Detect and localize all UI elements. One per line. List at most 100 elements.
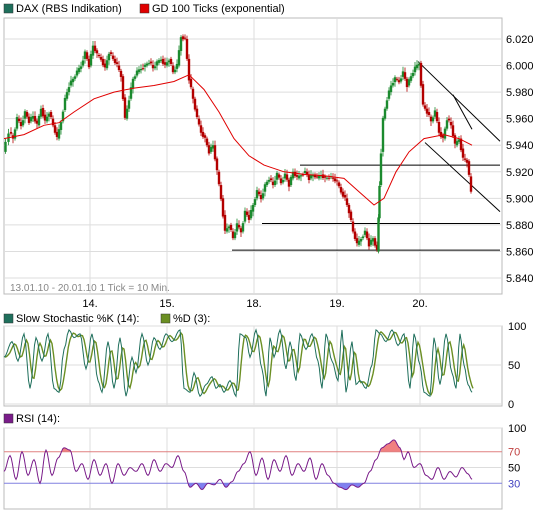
- candle-body: [109, 52, 113, 55]
- y-tick-label: 5.940: [506, 140, 534, 152]
- candle-body: [343, 195, 347, 198]
- candle-body: [121, 76, 125, 100]
- candle-body: [215, 158, 219, 171]
- rsi-overbought-fill: [61, 447, 70, 452]
- legend-swatch-rsi: [3, 413, 14, 424]
- candle-body: [333, 178, 337, 182]
- candle-body: [259, 195, 263, 200]
- candle-body: [101, 58, 105, 66]
- candle-body: [419, 62, 423, 86]
- candle-body: [169, 58, 173, 64]
- candle-body: [289, 176, 293, 186]
- candle-body: [189, 78, 193, 88]
- candle-body: [251, 204, 255, 212]
- candle-body: [235, 223, 239, 232]
- candle-body: [67, 87, 71, 93]
- candle-body: [371, 238, 375, 242]
- stoch-d-line: [4, 330, 474, 396]
- candle-body: [151, 64, 155, 69]
- candle-body: [171, 65, 175, 73]
- candle-body: [443, 128, 447, 139]
- stoch-y-ticks: 0 50 100: [508, 321, 526, 411]
- candle-body: [341, 191, 345, 197]
- candle-body: [185, 39, 189, 59]
- candle-body: [275, 172, 279, 180]
- candle-body: [357, 240, 361, 245]
- candle-body: [351, 221, 355, 232]
- candle-body: [117, 65, 121, 71]
- candle-body: [307, 175, 311, 181]
- candle-body: [291, 171, 295, 179]
- candle-body: [441, 135, 445, 138]
- candle-body: [423, 105, 427, 109]
- candle-body: [323, 176, 327, 178]
- candle-body: [45, 116, 49, 122]
- candle-body: [469, 176, 473, 192]
- candle-body: [153, 66, 157, 69]
- candle-body: [77, 68, 81, 73]
- candle-body: [63, 97, 67, 111]
- candle-body: [115, 62, 119, 64]
- candle-body: [195, 108, 199, 118]
- candle-body: [197, 118, 201, 125]
- candle-body: [283, 173, 287, 179]
- candle-body: [105, 60, 109, 69]
- candle-body: [47, 113, 51, 117]
- candle-body: [191, 88, 195, 99]
- candle-body: [233, 232, 237, 239]
- candle-body: [187, 58, 191, 81]
- candle-body: [175, 63, 179, 69]
- candle-body: [205, 138, 209, 146]
- candle-body: [467, 161, 471, 175]
- stoch-y-tick: 0: [508, 399, 514, 411]
- candle-body: [447, 118, 451, 121]
- trend-line: [452, 94, 473, 130]
- candle-body: [239, 228, 243, 233]
- candle-body: [79, 66, 83, 69]
- y-tick-label: 5.960: [506, 114, 534, 126]
- candle-body: [21, 120, 25, 126]
- candle-body: [453, 135, 457, 144]
- candle-body: [71, 78, 75, 83]
- candle-body: [173, 69, 177, 73]
- candle-body: [293, 171, 297, 176]
- candle-body: [203, 135, 207, 138]
- candle-body: [299, 175, 303, 177]
- candle-body: [181, 36, 185, 40]
- candle-body: [353, 231, 357, 239]
- candle-body: [131, 78, 135, 89]
- rsi-y-tick: 100: [508, 423, 526, 435]
- candle-body: [103, 63, 107, 68]
- candle-body: [133, 76, 137, 79]
- candle-body: [269, 178, 273, 181]
- candle-body: [247, 214, 251, 220]
- candle-body: [285, 174, 289, 180]
- x-tick-label: 18.: [246, 298, 261, 310]
- candle-body: [167, 60, 171, 63]
- candle-body: [349, 211, 353, 220]
- rsi-grid: [4, 427, 502, 509]
- y-tick-label: 5.880: [506, 220, 534, 232]
- candle-body: [229, 224, 233, 230]
- candle-body: [387, 90, 391, 99]
- candle-body: [39, 108, 43, 117]
- candle-body: [149, 61, 153, 64]
- x-tick-label: 20.: [412, 298, 427, 310]
- candle-body: [345, 198, 349, 205]
- candle-body: [373, 238, 377, 246]
- candle-body: [355, 238, 359, 244]
- main-x-ticks: 14. 15. 18. 19. 20.: [82, 298, 427, 310]
- candle-body: [317, 175, 321, 179]
- candle-body: [199, 125, 203, 133]
- candle-body: [41, 108, 45, 117]
- candle-body: [243, 210, 247, 222]
- candle-body: [271, 181, 275, 186]
- candle-body: [25, 112, 29, 117]
- candle-body: [303, 170, 307, 174]
- candle-body: [255, 190, 259, 199]
- candle-body: [53, 125, 57, 133]
- candle-body: [295, 175, 299, 177]
- candle-body: [81, 60, 85, 66]
- rsi-plot-frame: [3, 427, 503, 510]
